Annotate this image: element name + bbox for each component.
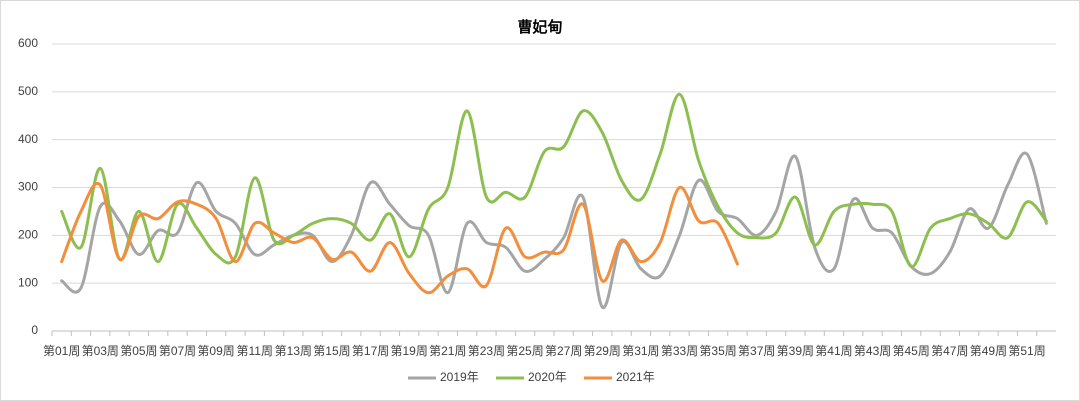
x-tick-label: 第01周 (43, 344, 80, 358)
x-tick-label: 第35周 (699, 344, 736, 358)
y-tick-label: 300 (18, 180, 38, 194)
x-tick-label: 第39周 (777, 344, 814, 358)
x-tick-label: 第45周 (893, 344, 930, 358)
x-tick-label: 第49周 (970, 344, 1007, 358)
line-series (60, 181, 739, 295)
x-tick-label: 第31周 (622, 344, 659, 358)
y-tick-label: 400 (18, 132, 38, 146)
x-tick-label: 第07周 (159, 344, 196, 358)
x-tick-label: 第21周 (429, 344, 466, 358)
x-tick-label: 第17周 (352, 344, 389, 358)
y-tick-label: 0 (31, 323, 38, 337)
chart-title: 曹妃甸 (517, 18, 562, 36)
y-tick-label: 100 (18, 275, 38, 289)
legend-label: 2020年 (528, 370, 567, 384)
x-tick-label: 第19周 (391, 344, 428, 358)
x-tick-label: 第37周 (738, 344, 775, 358)
y-tick-label: 500 (18, 84, 38, 98)
x-tick-label: 第33周 (661, 344, 698, 358)
x-tick-label: 第51周 (1008, 344, 1045, 358)
line-series (60, 92, 1048, 268)
x-tick-label: 第29周 (584, 344, 621, 358)
x-tick-label: 第47周 (931, 344, 968, 358)
x-tick-label: 第15周 (313, 344, 350, 358)
legend-label: 2019年 (440, 370, 479, 384)
x-tick-label: 第43周 (854, 344, 891, 358)
y-tick-label: 600 (18, 36, 38, 50)
x-tick-label: 第05周 (120, 344, 157, 358)
x-tick-label: 第27周 (545, 344, 582, 358)
line-series (60, 151, 1048, 309)
x-tick-label: 第41周 (815, 344, 852, 358)
x-tick-label: 第13周 (275, 344, 312, 358)
x-tick-label: 第25周 (506, 344, 543, 358)
legend-label: 2021年 (616, 370, 655, 384)
x-tick-label: 第23周 (468, 344, 505, 358)
x-tick-label: 第03周 (82, 344, 119, 358)
x-tick-label: 第09周 (197, 344, 234, 358)
y-tick-label: 200 (18, 228, 38, 242)
x-tick-label: 第11周 (236, 344, 272, 358)
